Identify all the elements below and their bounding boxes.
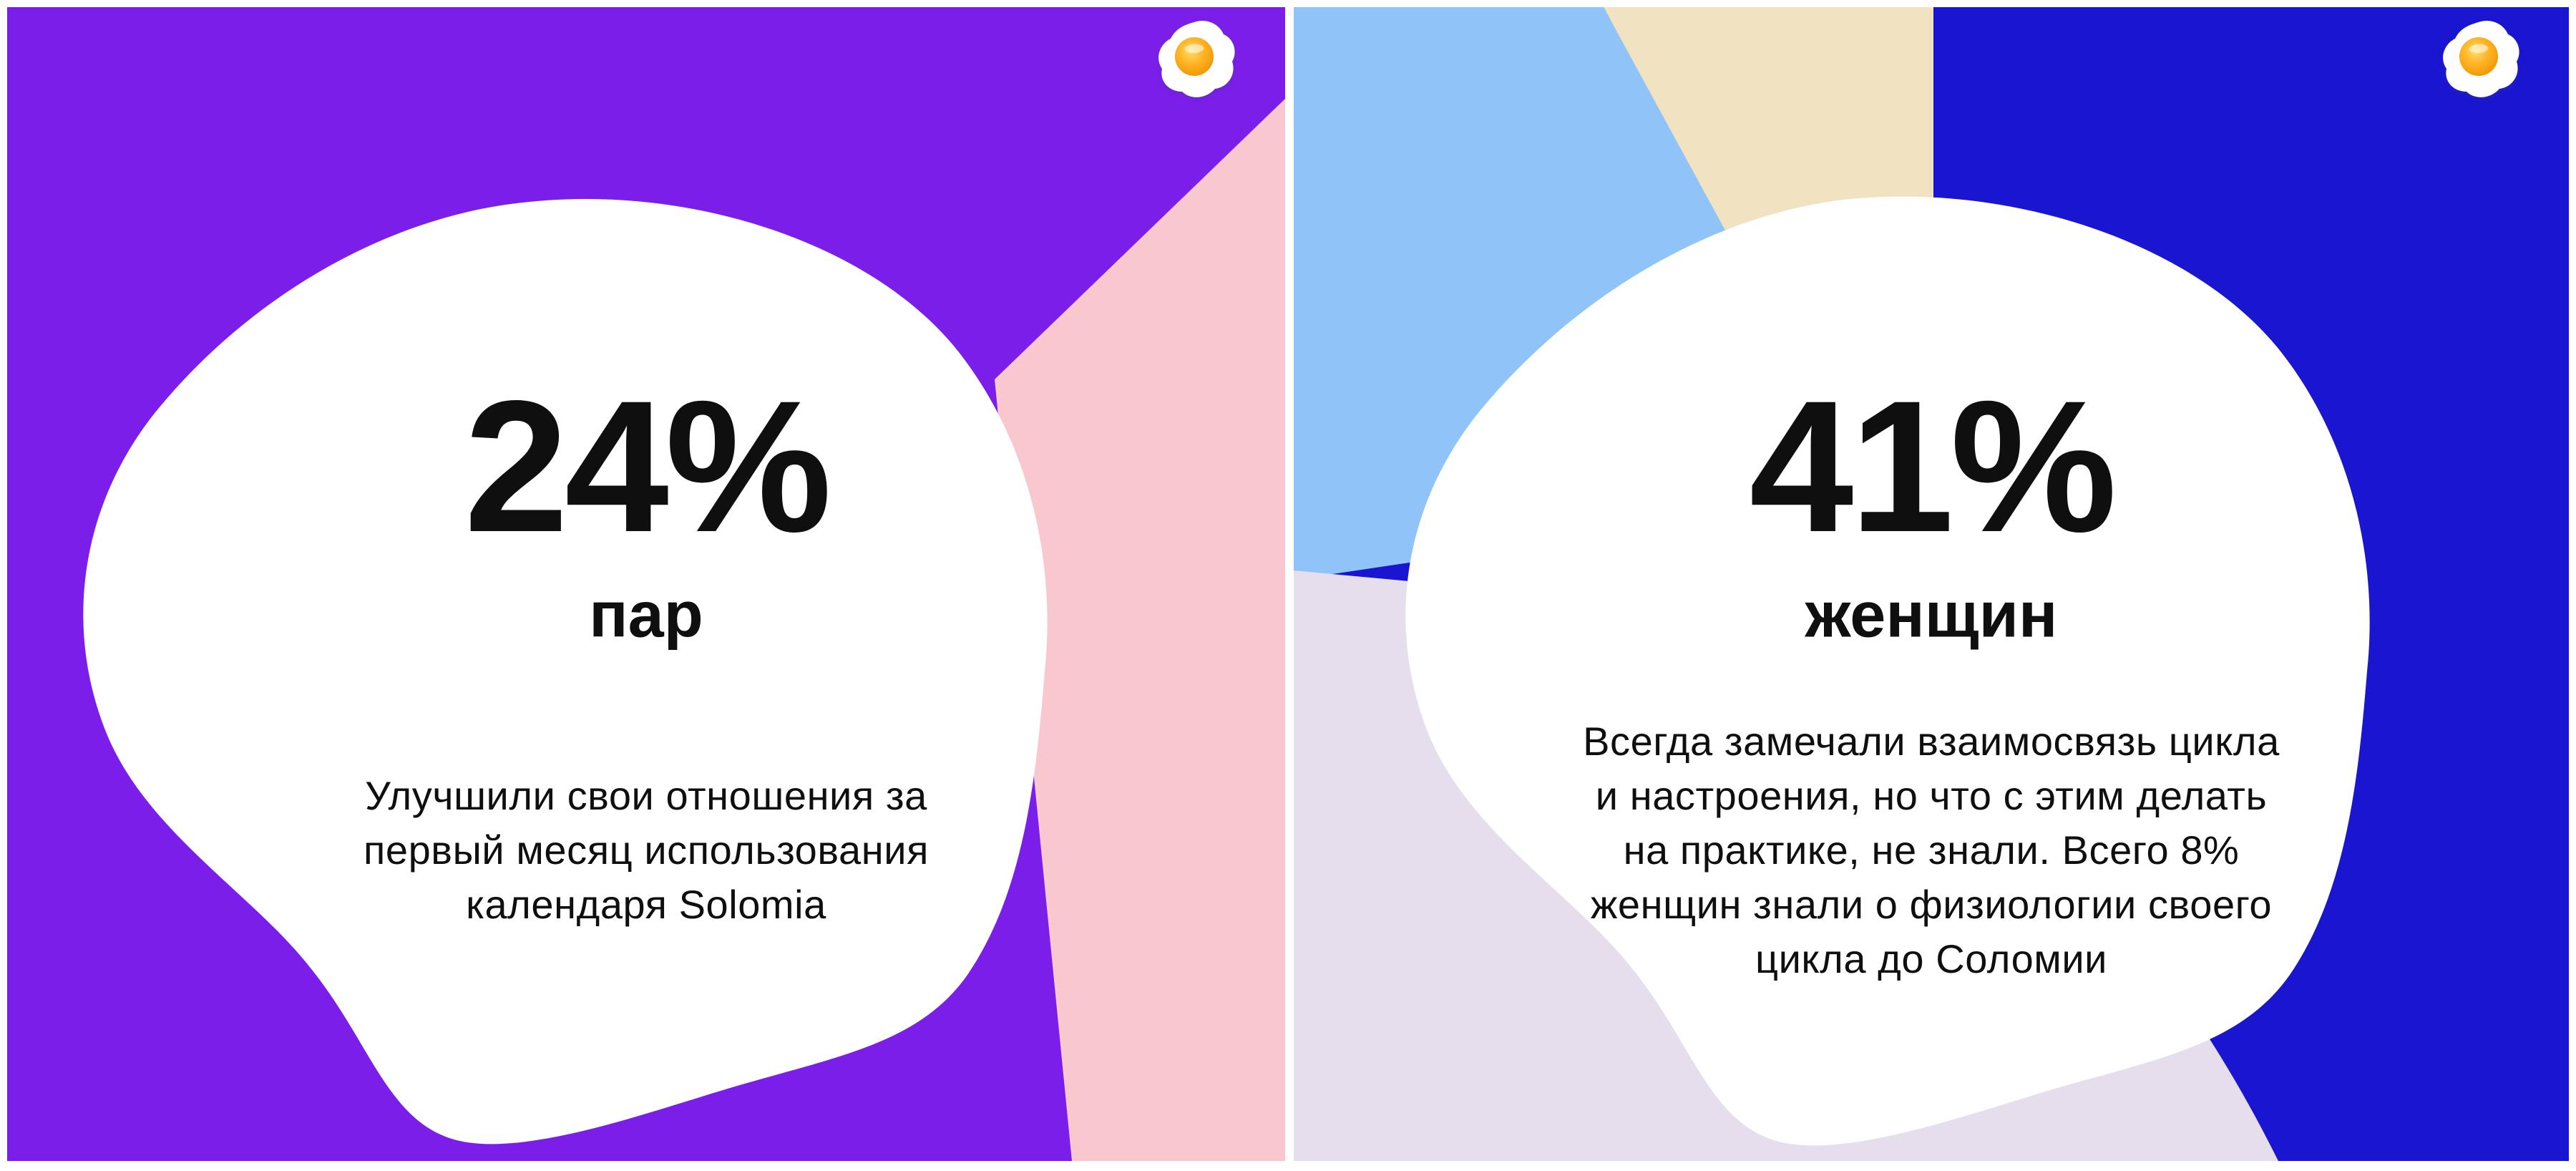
fried-egg-icon <box>2438 17 2524 103</box>
stat-label: пар <box>589 579 703 651</box>
right-card-background <box>1294 7 2569 1161</box>
white-blob-shape <box>1405 196 2370 1146</box>
stat-card-couples: 24% пар Улучшили свои отношения за первы… <box>7 7 1285 1161</box>
stat-description: Всегда замечали взаимосвязь цикла и наст… <box>1583 719 2280 981</box>
white-blob-shape <box>83 198 1048 1145</box>
stat-card-women: 41% женщин Всегда замечали взаимосвязь ц… <box>1294 7 2569 1161</box>
fried-egg-graphic <box>1158 20 1235 97</box>
left-card-background <box>7 7 1285 1161</box>
stat-value: 41% <box>1749 361 2117 571</box>
stat-description: Улучшили свои отношения за первый месяц … <box>364 773 929 927</box>
pink-corner-shape <box>995 99 1285 1161</box>
stat-value: 24% <box>464 361 832 571</box>
fried-egg-graphic <box>2443 20 2519 97</box>
stat-label: женщин <box>1805 579 2058 651</box>
fried-egg-icon <box>1153 17 1239 103</box>
